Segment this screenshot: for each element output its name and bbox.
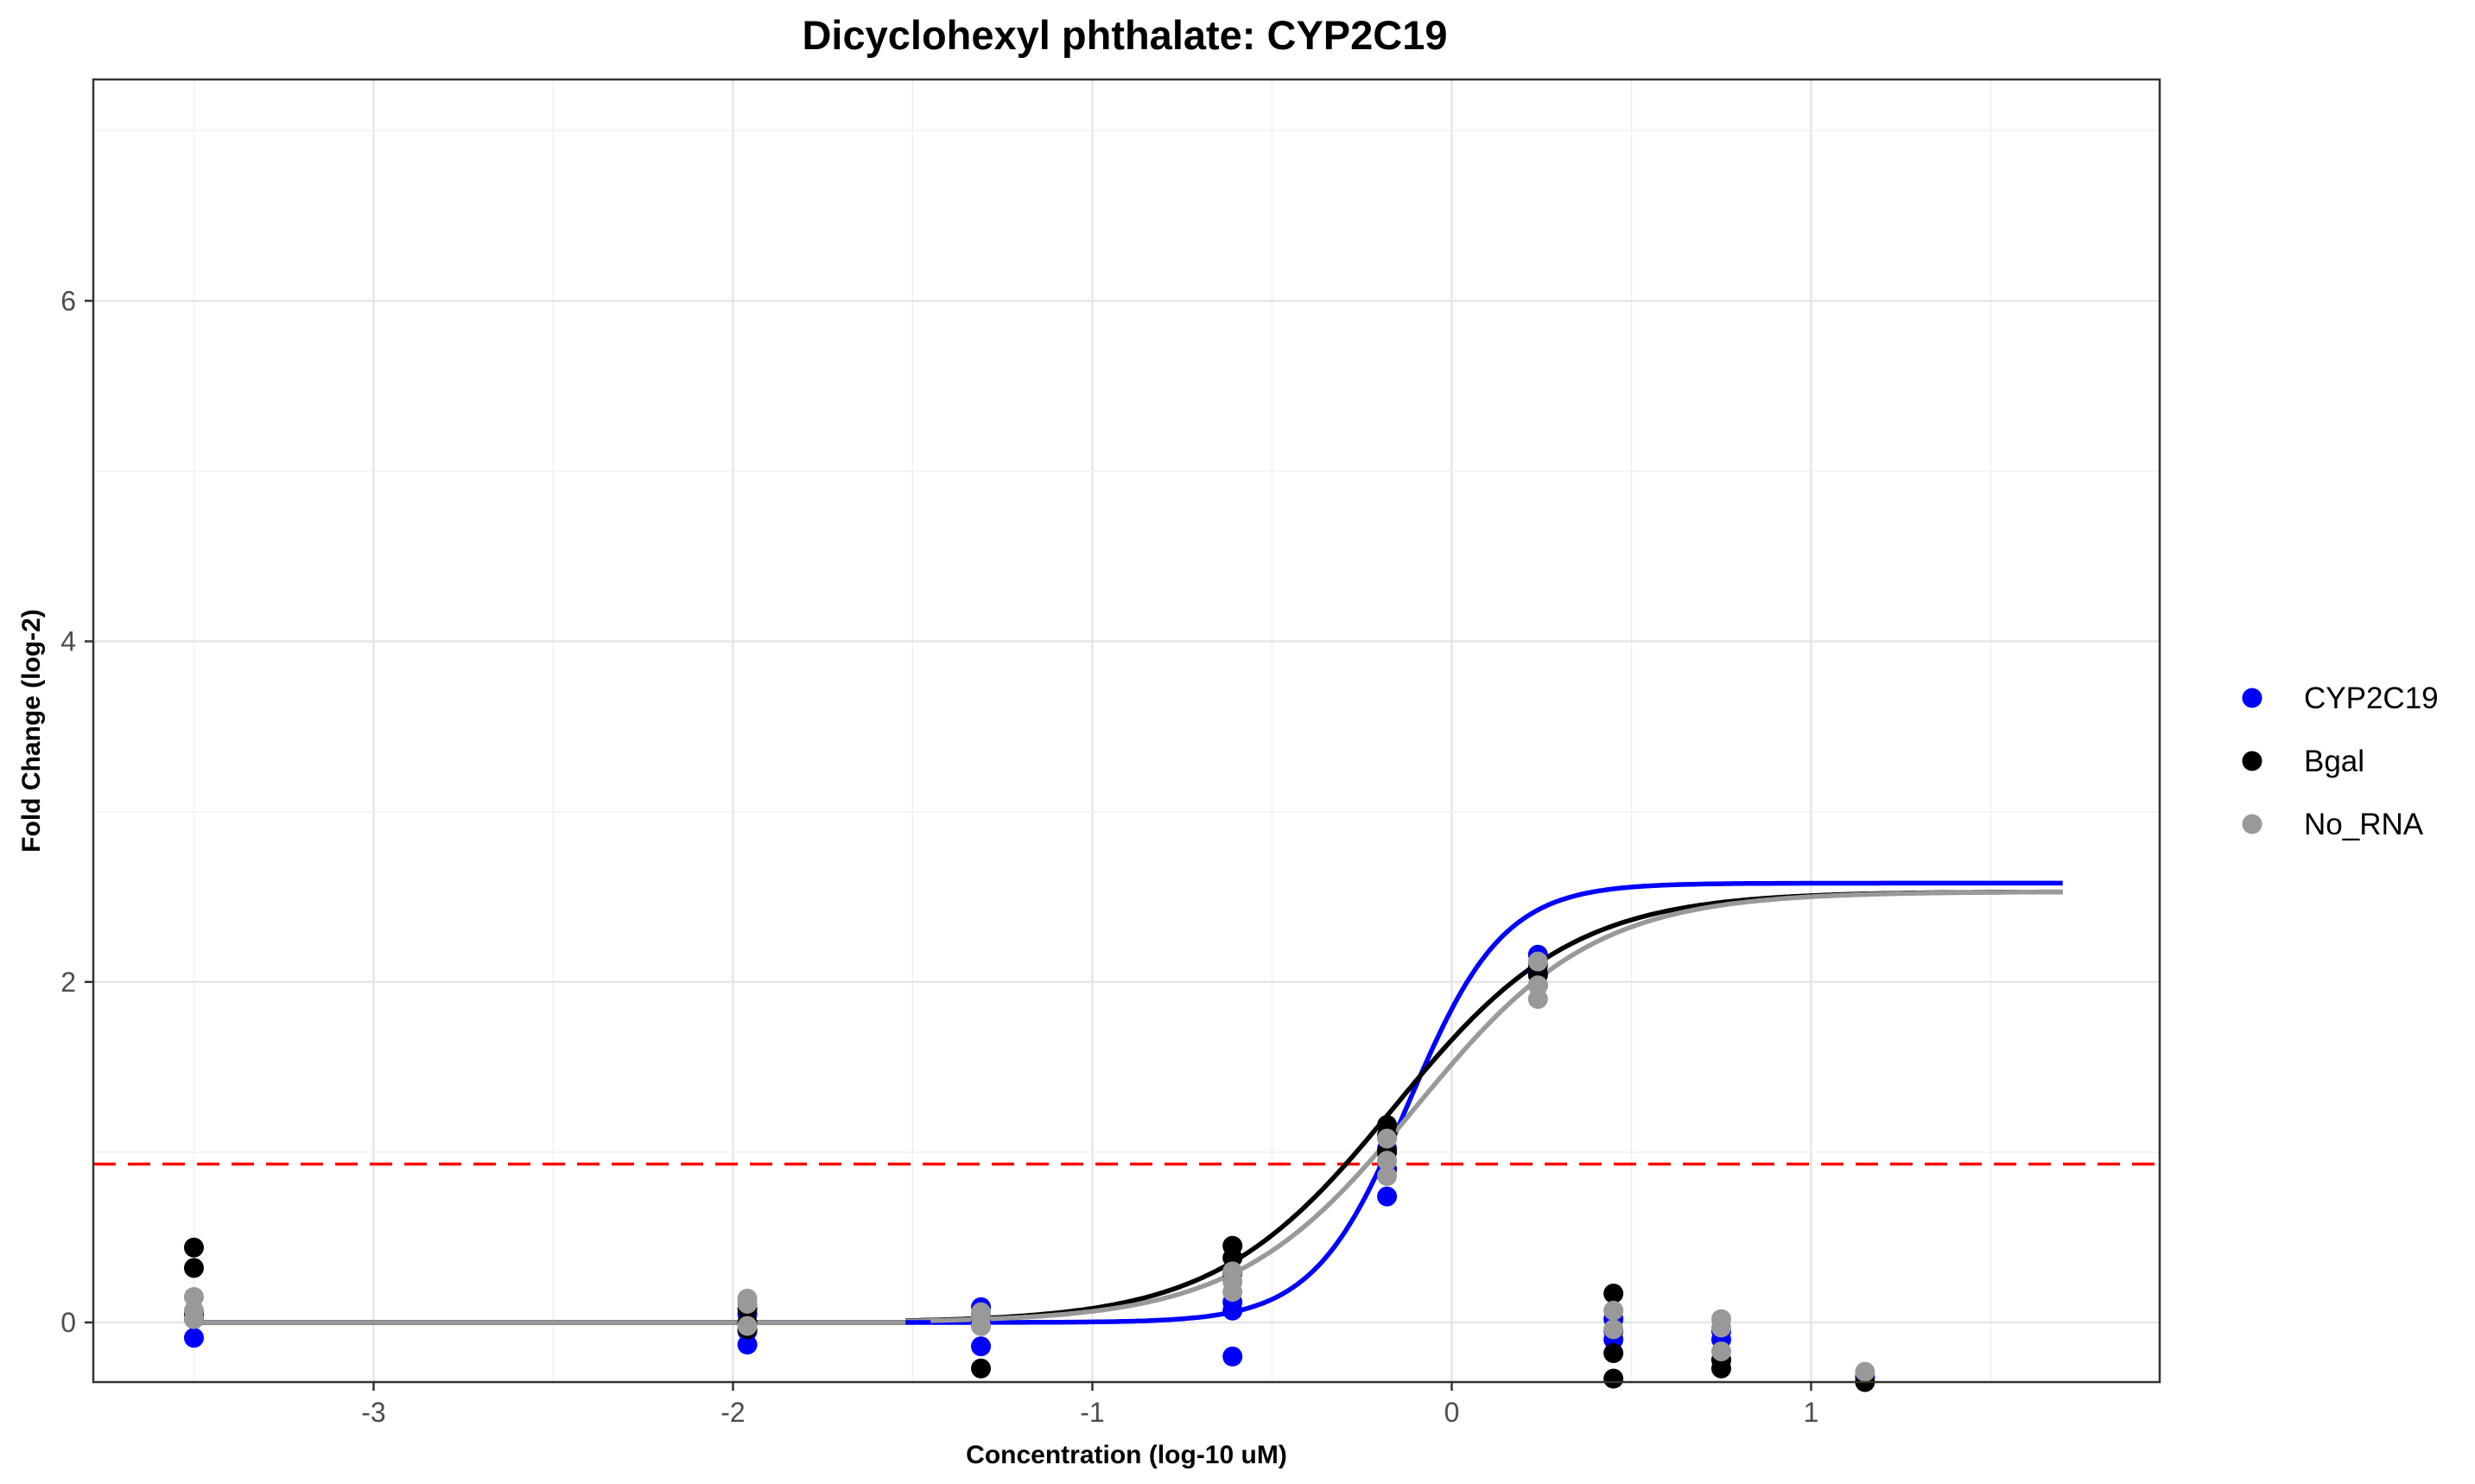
x-tick-label: -3 (361, 1397, 385, 1428)
data-point-no-rna (971, 1316, 992, 1336)
plot-background (93, 79, 2160, 1382)
data-point-no-rna (1377, 1151, 1398, 1171)
data-point-bgal (1603, 1342, 1624, 1363)
chart-title: Dicyclohexyl phthalate: CYP2C19 (802, 12, 1447, 58)
data-point-no-rna (737, 1316, 758, 1336)
y-axis-title: Fold Change (log-2) (17, 609, 46, 853)
legend-label-no-rna: No_RNA (2304, 808, 2424, 841)
data-points (183, 944, 1875, 1392)
data-point-cyp2c19 (1222, 1346, 1243, 1367)
data-point-cyp2c19 (183, 1328, 204, 1348)
data-point-no-rna (1527, 951, 1548, 972)
x-tick-label: 1 (1804, 1397, 1819, 1428)
legend-key-no-rna (2242, 814, 2262, 834)
data-point-no-rna (183, 1286, 204, 1307)
plot-panel-border (92, 78, 2161, 1384)
data-point-cyp2c19 (1377, 1186, 1398, 1207)
data-point-bgal (1710, 1358, 1731, 1379)
data-point-no-rna (1855, 1361, 1875, 1382)
data-point-no-rna (1710, 1317, 1731, 1338)
data-point-cyp2c19 (971, 1336, 992, 1357)
data-point-no-rna (971, 1302, 992, 1322)
data-point-bgal (183, 1258, 204, 1278)
data-point-bgal (1603, 1283, 1624, 1303)
data-point-no-rna (1603, 1319, 1624, 1340)
legend: CYP2C19 Bgal No_RNA (2242, 682, 2439, 841)
x-axis-title: Concentration (log-10 uM) (966, 1441, 1287, 1469)
fitted-curves (194, 880, 2063, 1325)
data-point-no-rna (1603, 1300, 1624, 1321)
x-tick-label: -2 (720, 1397, 745, 1428)
data-point-bgal (971, 1358, 992, 1379)
legend-label-bgal: Bgal (2304, 745, 2364, 778)
data-point-no-rna (1377, 1128, 1398, 1149)
data-point-no-rna (1527, 988, 1548, 1009)
x-tick-label: 0 (1444, 1397, 1460, 1428)
data-point-bgal (183, 1237, 204, 1258)
fit-curve-no-rna (905, 889, 2063, 1324)
x-tick-label: -1 (1080, 1397, 1104, 1428)
data-point-no-rna (183, 1309, 204, 1329)
data-point-cyp2c19 (737, 1335, 758, 1355)
y-tick-label: 0 (60, 1307, 76, 1338)
fit-curve-cyp2c19 (930, 880, 2063, 1325)
x-axis-ticks: -3 -2 -1 0 1 (361, 1382, 1818, 1428)
data-point-no-rna (1377, 1165, 1398, 1186)
y-tick-label: 4 (60, 626, 76, 657)
legend-key-bgal (2242, 751, 2262, 771)
legend-label-cyp2c19: CYP2C19 (2304, 682, 2439, 715)
data-point-bgal (1603, 1368, 1624, 1389)
y-axis-ticks: 0 2 4 6 (60, 285, 93, 1338)
legend-key-cyp2c19 (2242, 688, 2262, 708)
data-point-no-rna (1222, 1282, 1243, 1303)
data-point-no-rna (737, 1293, 758, 1314)
data-point-no-rna (1527, 975, 1548, 996)
data-point-bgal (1222, 1247, 1243, 1268)
y-tick-label: 2 (60, 967, 76, 998)
data-point-no-rna (1710, 1341, 1731, 1362)
y-tick-label: 6 (60, 285, 76, 316)
